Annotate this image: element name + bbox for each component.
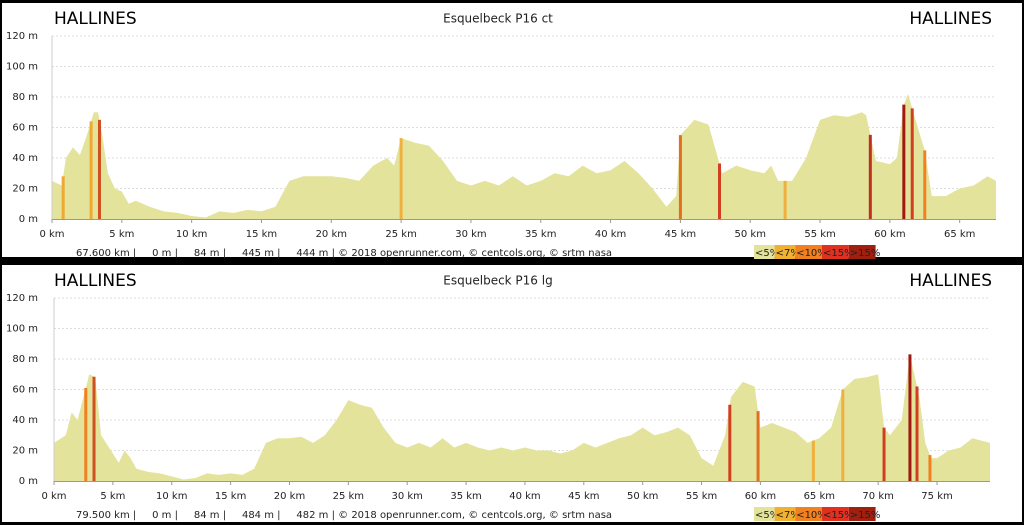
legend-swatch [795, 507, 822, 521]
x-tick-label: 10 km [156, 491, 187, 502]
y-tick-label: 80 m [12, 354, 38, 365]
x-tick-label: 35 km [450, 491, 481, 502]
x-tick-label: 20 km [274, 491, 305, 502]
legend-label: <7% [776, 510, 800, 521]
y-tick-label: 20 m [12, 184, 38, 195]
x-tick-label: 20 km [316, 229, 347, 240]
end-label: HALLINES [909, 9, 992, 29]
end-label: HALLINES [909, 271, 992, 291]
x-tick-label: 65 km [944, 229, 975, 240]
legend-label: <5% [755, 248, 779, 259]
legend-label: <5% [755, 510, 779, 521]
x-tick-label: 55 km [686, 491, 717, 502]
chart-title: Esquelbeck P16 lg [443, 274, 552, 288]
x-tick-label: 0 km [41, 491, 66, 502]
y-tick-label: 80 m [12, 92, 38, 103]
x-tick-label: 15 km [215, 491, 246, 502]
x-tick-label: 65 km [804, 491, 835, 502]
elevation-area [52, 93, 996, 219]
legend-swatch [795, 245, 822, 259]
x-tick-label: 70 km [862, 491, 893, 502]
x-tick-label: 60 km [874, 229, 905, 240]
legend-label: <10% [796, 248, 827, 259]
chart: HALLINES HALLINES Esquelbeck P16 lg 0 m 20 m… [6, 271, 992, 521]
x-tick-label: 50 km [735, 229, 766, 240]
legend-swatch [754, 507, 775, 521]
x-tick-label: 45 km [568, 491, 599, 502]
legend-swatch [774, 245, 796, 259]
legend-swatch [822, 245, 849, 259]
legend-swatch [774, 507, 796, 521]
legend-label: >15% [850, 510, 881, 521]
x-tick-label: 60 km [745, 491, 776, 502]
x-tick-label: 55 km [804, 229, 835, 240]
legend-label: <15% [823, 248, 854, 259]
start-label: HALLINES [54, 271, 137, 291]
legend-label: <15% [823, 510, 854, 521]
x-tick-label: 15 km [246, 229, 277, 240]
legend-swatch [848, 507, 876, 521]
x-tick-label: 40 km [595, 229, 626, 240]
chart: HALLINES HALLINES Esquelbeck P16 ct 0 m 20 m… [6, 9, 996, 259]
legend-label: <7% [776, 248, 800, 259]
y-tick-label: 20 m [12, 446, 38, 457]
x-tick-label: 0 km [39, 229, 64, 240]
x-tick-label: 30 km [455, 229, 486, 240]
x-tick-label: 25 km [385, 229, 416, 240]
x-tick-label: 75 km [921, 491, 952, 502]
legend-swatch [848, 245, 876, 259]
y-tick-label: 120 m [6, 293, 38, 304]
x-tick-label: 35 km [525, 229, 556, 240]
legend-label: >15% [850, 248, 881, 259]
footer: 67.600 km | 0 m | 84 m | 445 m | 444 m |… [76, 248, 612, 259]
footer: 79.500 km | 0 m | 84 m | 484 m | 482 m |… [76, 510, 612, 521]
x-tick-label: 40 km [509, 491, 540, 502]
x-tick-label: 5 km [100, 491, 125, 502]
legend-label: <10% [796, 510, 827, 521]
y-tick-label: 100 m [6, 324, 38, 335]
chart-title: Esquelbeck P16 ct [443, 12, 553, 26]
x-tick-label: 5 km [109, 229, 134, 240]
y-tick-label: 60 m [12, 123, 38, 134]
legend-swatch [754, 245, 775, 259]
elevation-area [54, 354, 990, 481]
start-label: HALLINES [54, 9, 137, 29]
x-tick-label: 25 km [333, 491, 364, 502]
y-tick-label: 120 m [6, 31, 38, 42]
y-tick-label: 40 m [12, 415, 38, 426]
legend-swatch [822, 507, 849, 521]
y-tick-label: 60 m [12, 385, 38, 396]
y-tick-label: 40 m [12, 153, 38, 164]
y-tick-label: 0 m [19, 214, 38, 225]
x-tick-label: 30 km [391, 491, 422, 502]
x-tick-label: 45 km [665, 229, 696, 240]
y-tick-label: 100 m [6, 62, 38, 73]
x-tick-label: 10 km [176, 229, 207, 240]
x-tick-label: 50 km [627, 491, 658, 502]
y-tick-label: 0 m [19, 476, 38, 487]
